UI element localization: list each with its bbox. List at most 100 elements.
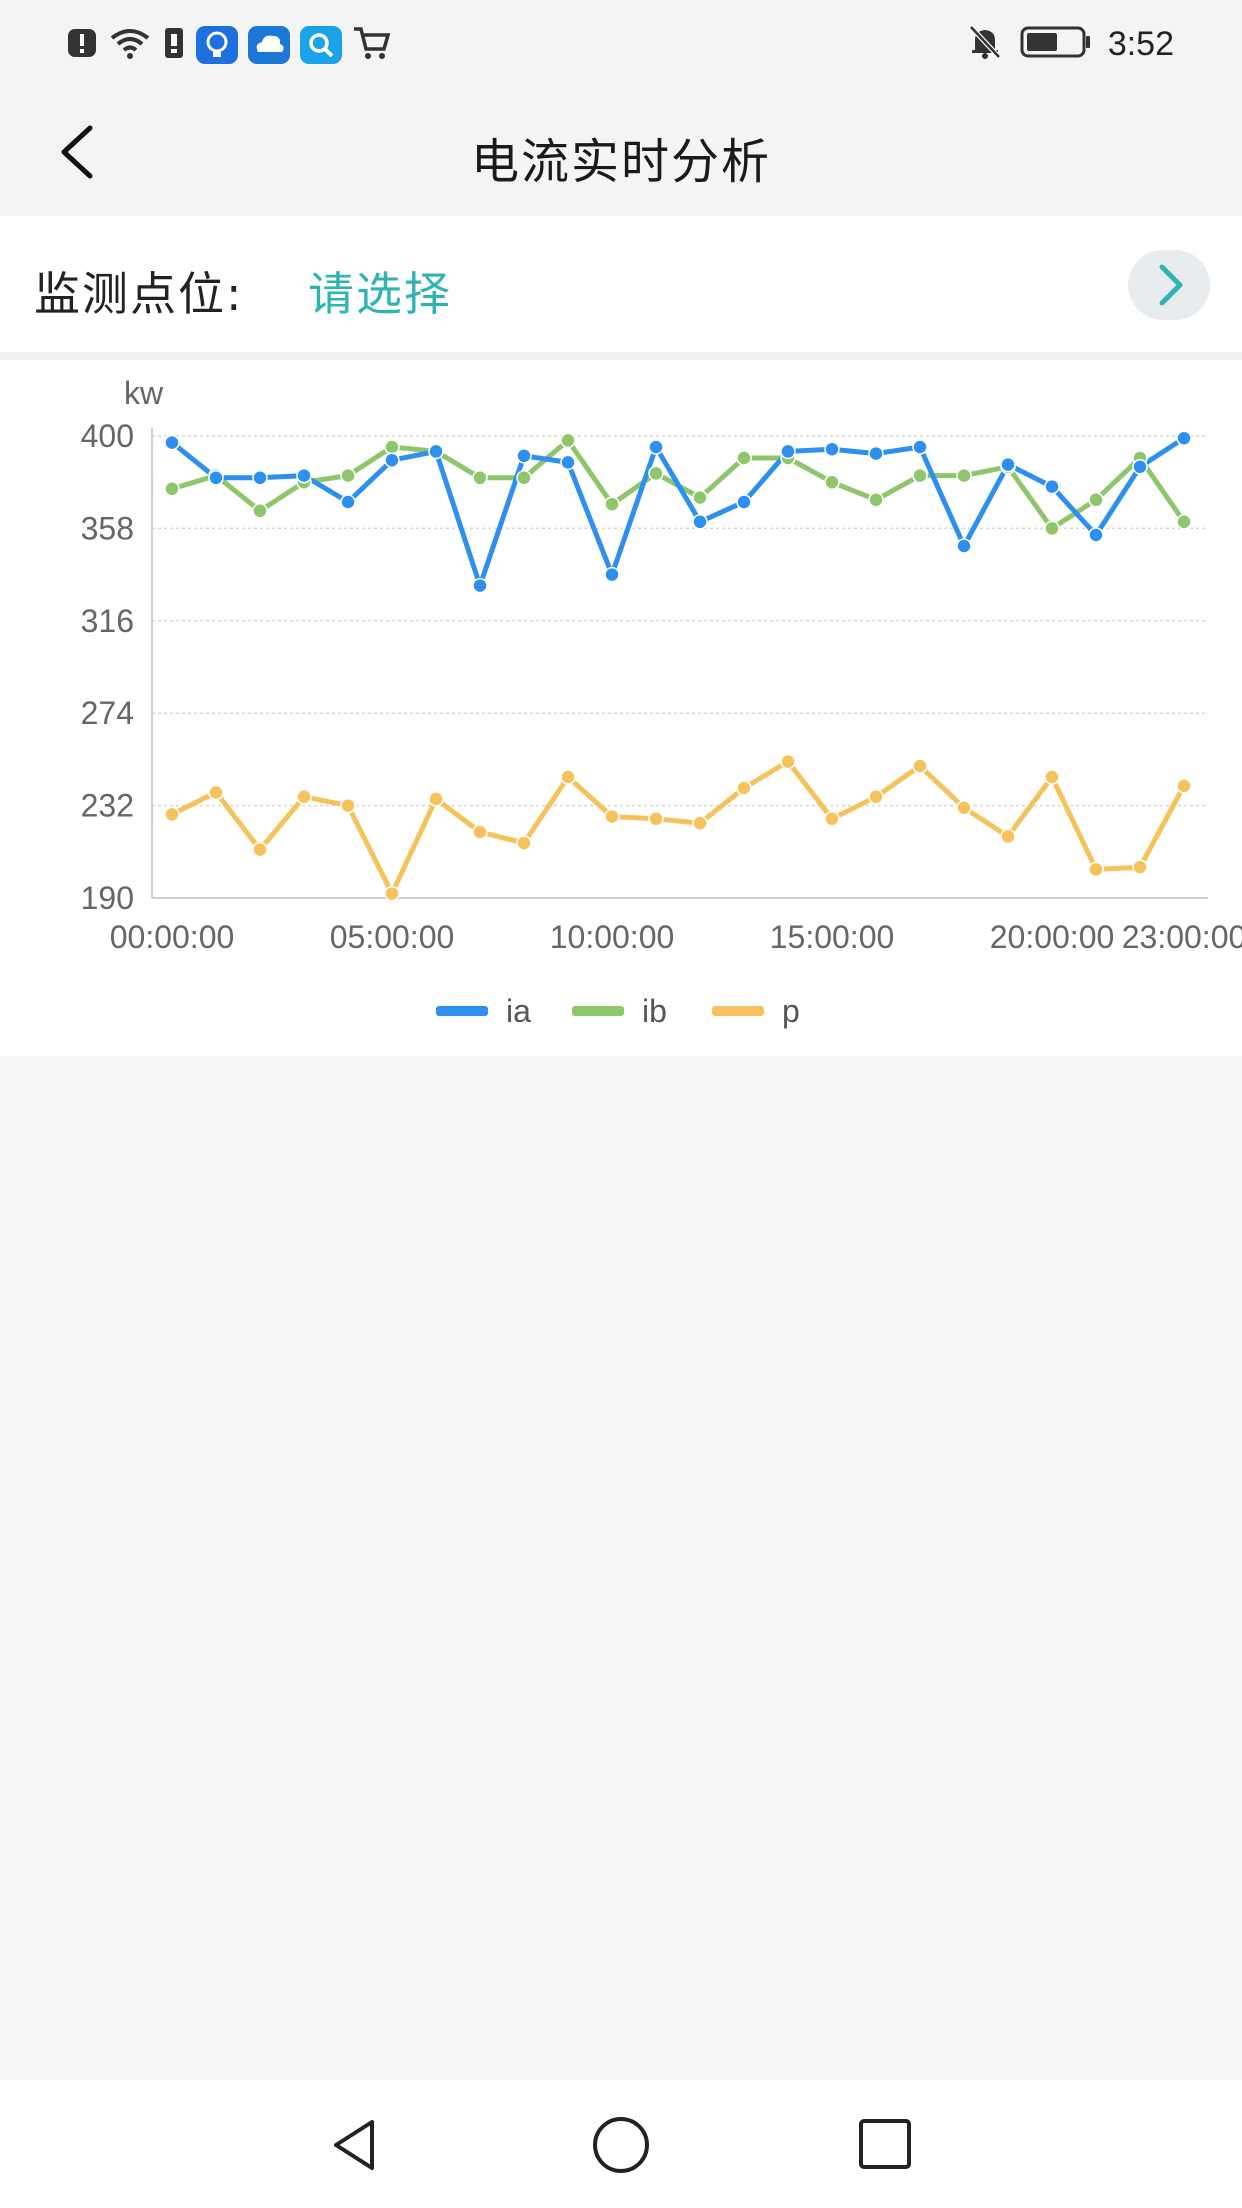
system-recents-button[interactable] (850, 2110, 920, 2180)
system-back-button[interactable] (320, 2110, 390, 2180)
data-point-ib[interactable] (340, 467, 356, 484)
system-home-button[interactable] (586, 2110, 656, 2180)
data-point-ib[interactable] (472, 470, 488, 486)
data-point-ib[interactable] (164, 481, 180, 497)
data-point-ia[interactable] (428, 443, 444, 460)
data-point-p[interactable] (164, 806, 180, 823)
data-point-ib[interactable] (956, 467, 972, 484)
data-point-ia[interactable] (472, 577, 488, 594)
y-tick-label: 316 (81, 603, 134, 639)
data-point-p[interactable] (912, 758, 928, 774)
data-point-ib[interactable] (692, 489, 708, 506)
selector-label: 监测点位: (34, 267, 244, 321)
data-point-ia[interactable] (1000, 456, 1016, 473)
data-point-p[interactable] (1044, 769, 1060, 785)
data-point-p[interactable] (956, 800, 972, 816)
data-point-ia[interactable] (516, 448, 532, 464)
data-point-p[interactable] (1176, 778, 1192, 794)
data-point-ib[interactable] (1044, 520, 1060, 537)
data-point-ia[interactable] (868, 445, 884, 462)
back-button[interactable] (50, 120, 110, 184)
data-point-ia[interactable] (208, 470, 224, 486)
data-point-ia[interactable] (384, 452, 400, 468)
data-point-ia[interactable] (1088, 527, 1104, 543)
data-point-ib[interactable] (252, 503, 268, 519)
status-time: 3:52 (1107, 24, 1174, 63)
y-tick-label: 232 (81, 788, 134, 824)
data-point-p[interactable] (252, 841, 268, 858)
data-point-ib[interactable] (560, 432, 576, 449)
series-line-p (170, 759, 1187, 897)
selector-value[interactable]: 请选择 (308, 267, 452, 321)
back-triangle-icon (320, 2120, 390, 2184)
data-point-p[interactable] (1088, 861, 1104, 878)
system-navigation-bar (0, 2080, 1242, 2208)
data-point-p[interactable] (1000, 828, 1016, 845)
data-point-p[interactable] (340, 797, 356, 814)
data-point-ia[interactable] (296, 467, 312, 484)
data-point-p[interactable] (692, 815, 708, 831)
data-point-p[interactable] (472, 824, 488, 840)
data-point-ib[interactable] (604, 496, 620, 512)
legend-item-ia[interactable]: ia (436, 993, 531, 1029)
x-tick-label: 00:00:00 (110, 919, 235, 955)
data-point-ib[interactable] (824, 474, 840, 490)
data-point-p[interactable] (208, 784, 224, 801)
data-point-p[interactable] (1132, 859, 1148, 875)
data-point-p[interactable] (296, 789, 312, 805)
legend-item-ib[interactable]: ib (572, 993, 667, 1029)
data-point-ia[interactable] (560, 454, 576, 471)
data-point-ia[interactable] (252, 470, 268, 486)
sim-icon (162, 26, 186, 64)
data-point-ib[interactable] (1176, 514, 1192, 530)
data-point-ib[interactable] (736, 450, 752, 466)
status-right: 3:52 (966, 22, 1174, 66)
chevron-left-icon (50, 125, 110, 188)
data-point-p[interactable] (824, 811, 840, 827)
data-point-ia[interactable] (780, 443, 796, 460)
x-tick-label: 20:00:00 (990, 919, 1115, 955)
data-point-p[interactable] (736, 780, 752, 796)
data-point-p[interactable] (648, 811, 664, 827)
data-point-ia[interactable] (1044, 478, 1060, 495)
bulb-app-icon (196, 26, 238, 64)
data-point-ia[interactable] (164, 434, 180, 451)
data-point-ia[interactable] (340, 494, 356, 510)
data-point-p[interactable] (384, 885, 400, 902)
data-point-p[interactable] (868, 789, 884, 805)
x-tick-label: 15:00:00 (770, 919, 895, 955)
data-point-ia[interactable] (956, 538, 972, 554)
legend-item-p[interactable]: p (712, 993, 800, 1029)
data-point-ib[interactable] (648, 465, 664, 482)
data-point-p[interactable] (604, 808, 620, 825)
data-point-p[interactable] (780, 753, 796, 770)
status-bar: 3:52 (0, 0, 1242, 90)
data-point-ia[interactable] (912, 439, 928, 455)
section-divider (0, 352, 1242, 360)
data-point-ia[interactable] (736, 494, 752, 510)
data-point-ia[interactable] (692, 514, 708, 530)
data-point-p[interactable] (428, 791, 444, 807)
status-left-icons (66, 24, 392, 66)
cart-icon (352, 25, 392, 65)
data-point-ib[interactable] (516, 470, 532, 486)
chevron-right-icon (1128, 264, 1210, 324)
data-point-ib[interactable] (1088, 492, 1104, 508)
monitor-point-selector[interactable]: 监测点位: 请选择 (0, 216, 1242, 352)
data-point-p[interactable] (560, 769, 576, 785)
data-point-ib[interactable] (384, 439, 400, 455)
data-point-ia[interactable] (824, 441, 840, 457)
battery-icon (1020, 25, 1092, 63)
data-point-ib[interactable] (912, 467, 928, 484)
data-point-ia[interactable] (648, 439, 664, 455)
data-point-ia[interactable] (1132, 459, 1148, 475)
x-tick-label: 05:00:00 (330, 919, 455, 955)
data-point-ia[interactable] (1176, 430, 1192, 446)
legend-label: ia (506, 993, 531, 1029)
search-app-icon (300, 26, 342, 64)
data-point-ib[interactable] (868, 492, 884, 508)
data-point-p[interactable] (516, 835, 532, 851)
selector-arrow-button[interactable] (1128, 250, 1210, 320)
data-point-ia[interactable] (604, 566, 620, 583)
